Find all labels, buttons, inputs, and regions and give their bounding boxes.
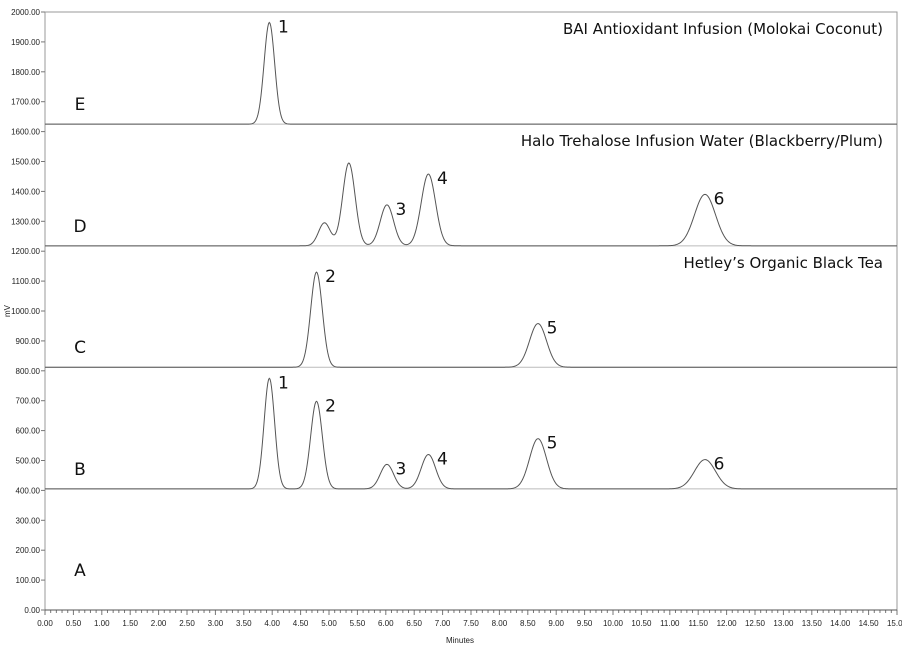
x-tick-label: 4.00 xyxy=(264,619,280,628)
y-axis: 0.00 100.00 200.00 300.00 400.00 500.00 600.00… xyxy=(11,8,45,615)
y-tick-label: 1400.00 xyxy=(11,187,40,196)
x-tick-label: 2.50 xyxy=(179,619,195,628)
x-tick-label: 0.00 xyxy=(37,619,53,628)
trace-title-e: BAI Antioxidant Infusion (Molokai Coconu… xyxy=(563,20,883,38)
y-tick-label: 400.00 xyxy=(16,486,41,495)
peak-label: 1 xyxy=(278,17,289,37)
x-tick-label: 4.50 xyxy=(293,619,309,628)
trace-e xyxy=(45,21,897,125)
trace-b xyxy=(45,377,897,490)
trace-label-a: A xyxy=(74,561,86,581)
labels: A B 1 2 3 4 5 6 C Hetley’s Organic Black Tea 2 5 D Ha… xyxy=(73,17,883,581)
peak-label: 3 xyxy=(396,459,407,479)
peak-label: 6 xyxy=(714,189,725,209)
y-tick-label: 100.00 xyxy=(16,576,41,585)
y-tick-label: 1700.00 xyxy=(11,98,40,107)
x-tick-label: 14.50 xyxy=(859,619,880,628)
x-tick-label: 13.50 xyxy=(802,619,823,628)
y-axis-title: mV xyxy=(3,304,12,317)
x-tick-label: 15.00 xyxy=(887,619,902,628)
y-tick-label: 1600.00 xyxy=(11,128,40,137)
peak-label: 3 xyxy=(396,200,407,220)
trace-label-c: C xyxy=(74,338,86,358)
peak-label: 1 xyxy=(278,373,289,393)
x-tick-label: 3.00 xyxy=(208,619,224,628)
x-tick-label: 10.00 xyxy=(603,619,624,628)
x-tick-label: 1.00 xyxy=(94,619,110,628)
peak-label: 5 xyxy=(547,319,558,339)
y-tick-label: 300.00 xyxy=(16,516,41,525)
peak-label: 2 xyxy=(325,267,336,287)
y-tick-label: 0.00 xyxy=(24,606,40,615)
x-tick-label: 9.00 xyxy=(548,619,564,628)
plot-frame xyxy=(44,11,898,611)
trace-title-c: Hetley’s Organic Black Tea xyxy=(683,254,883,272)
x-tick-label: 7.50 xyxy=(463,619,479,628)
y-tick-label: 500.00 xyxy=(16,457,41,466)
trace-label-e: E xyxy=(75,95,86,115)
x-tick-label: 12.50 xyxy=(745,619,766,628)
x-tick-label: 13.00 xyxy=(773,619,794,628)
y-tick-label: 800.00 xyxy=(16,367,41,376)
y-tick-label: 1800.00 xyxy=(11,68,40,77)
x-tick-label: 8.00 xyxy=(492,619,508,628)
peak-label: 2 xyxy=(325,396,336,416)
peak-label: 4 xyxy=(437,450,448,470)
x-tick-label: 2.00 xyxy=(151,619,167,628)
x-tick-label: 6.50 xyxy=(406,619,422,628)
y-tick-label: 900.00 xyxy=(16,337,41,346)
peak-label: 4 xyxy=(437,169,448,189)
x-axis-title: Minutes xyxy=(446,636,474,645)
x-tick-label: 6.00 xyxy=(378,619,394,628)
trace-label-b: B xyxy=(74,460,86,480)
y-tick-label: 1000.00 xyxy=(11,307,40,316)
x-tick-label: 8.50 xyxy=(520,619,536,628)
y-tick-label: 1500.00 xyxy=(11,158,40,167)
trace-title-d: Halo Trehalose Infusion Water (Blackberr… xyxy=(521,132,883,150)
x-axis: 0.00 0.50 1.00 1.50 2.00 2.50 3.00 3.50 4.00 4.50… xyxy=(37,610,902,628)
traces xyxy=(45,21,897,611)
x-tick-label: 14.00 xyxy=(830,619,851,628)
panel-dividers xyxy=(45,123,897,490)
x-tick-label: 11.50 xyxy=(688,619,708,628)
peak-label: 5 xyxy=(547,434,558,454)
x-tick-label: 7.00 xyxy=(435,619,451,628)
trace-label-d: D xyxy=(73,217,86,237)
trace-c xyxy=(45,271,897,368)
x-tick-label: 5.00 xyxy=(321,619,337,628)
x-tick-label: 3.50 xyxy=(236,619,252,628)
y-tick-label: 600.00 xyxy=(16,427,41,436)
x-tick-label: 9.50 xyxy=(577,619,593,628)
x-tick-label: 0.50 xyxy=(66,619,82,628)
trace-d xyxy=(45,162,897,247)
y-tick-label: 1300.00 xyxy=(11,217,40,226)
y-tick-label: 2000.00 xyxy=(11,8,40,17)
x-tick-label: 11.00 xyxy=(660,619,680,628)
x-tick-label: 12.00 xyxy=(717,619,738,628)
x-tick-label: 10.50 xyxy=(631,619,652,628)
x-tick-label: 5.50 xyxy=(350,619,366,628)
y-tick-label: 700.00 xyxy=(16,397,41,406)
x-tick-label: 1.50 xyxy=(122,619,138,628)
y-tick-label: 1100.00 xyxy=(12,277,41,286)
y-tick-label: 200.00 xyxy=(16,546,41,555)
y-tick-label: 1200.00 xyxy=(11,247,40,256)
peak-label: 6 xyxy=(714,455,725,475)
y-tick-label: 1900.00 xyxy=(11,38,40,47)
